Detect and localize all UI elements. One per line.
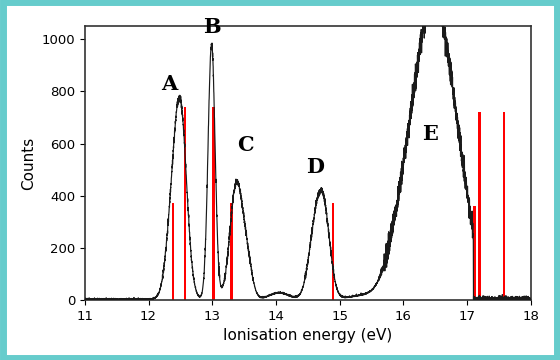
Text: D: D (306, 157, 324, 177)
Bar (332, 203, 334, 300)
Bar (503, 112, 505, 300)
Text: A: A (161, 74, 177, 94)
Text: C: C (237, 135, 254, 155)
Bar (171, 203, 174, 300)
X-axis label: Ionisation energy (eV): Ionisation energy (eV) (223, 328, 393, 343)
Bar (212, 107, 214, 300)
Text: B: B (203, 17, 221, 37)
Text: E: E (422, 123, 438, 144)
Bar (473, 206, 476, 300)
Bar (184, 107, 186, 300)
Bar (478, 112, 481, 300)
Y-axis label: Counts: Counts (21, 136, 36, 190)
Bar (230, 203, 232, 300)
